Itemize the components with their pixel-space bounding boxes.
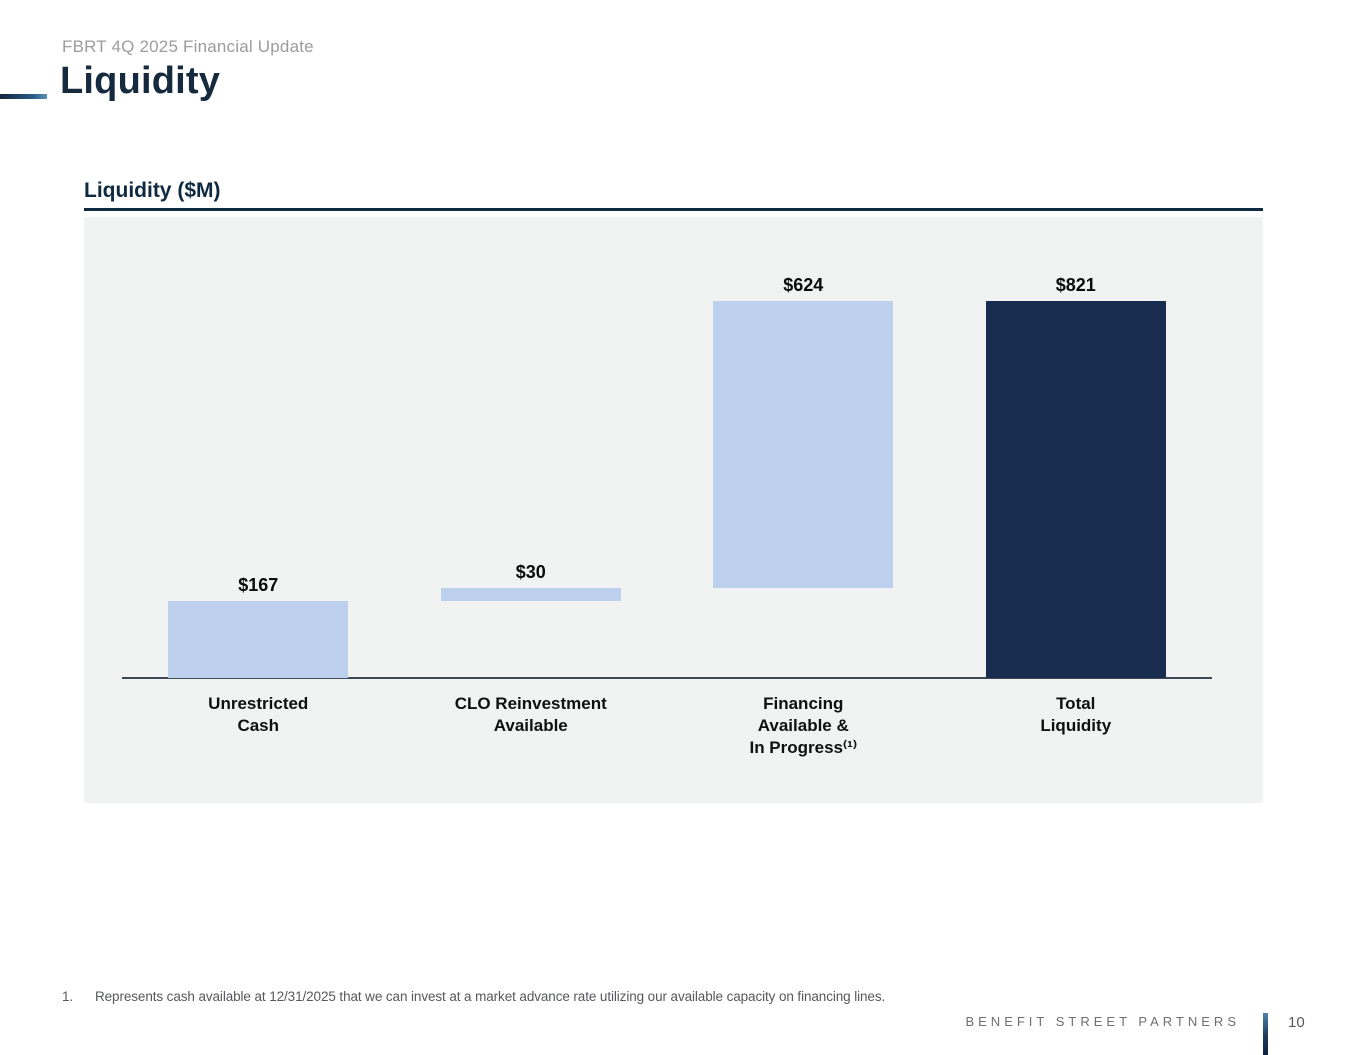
footer-divider-bar: [1263, 1013, 1268, 1055]
chart-title: Liquidity ($M): [84, 179, 221, 202]
brand-name: BENEFIT STREET PARTNERS: [965, 1014, 1240, 1029]
footnote-number: 1.: [62, 989, 74, 1004]
page-title: Liquidity: [60, 60, 221, 102]
bar-value-clo-reinvestment-available: $30: [515, 561, 546, 582]
title-accent-line: [0, 94, 47, 99]
x-axis-line: [122, 677, 1212, 679]
liquidity-waterfall-chart: $167 Unrestricted Cash $30 CLO Reinvestment A…: [84, 217, 1263, 803]
category-label-unrestricted-cash: Unrestricted Cash: [208, 694, 309, 735]
category-label-clo-reinvestment-available: CLO Reinvestment Available: [454, 694, 607, 735]
bar-value-financing-available-in-progress: $624: [783, 275, 824, 295]
bar-value-unrestricted-cash: $167: [238, 575, 279, 596]
bar-financing-available-in-progress: [713, 301, 894, 588]
bar-unrestricted-cash: [168, 601, 349, 678]
footnote-text: Represents cash available at 12/31/2025 …: [95, 989, 886, 1004]
bar-value-total-liquidity: $821: [1055, 275, 1096, 295]
bar-total-liquidity: [985, 301, 1166, 678]
bar-clo-reinvestment-available: [440, 587, 621, 602]
category-label-financing-available-in-progress: Financing Available & In Progress⁽¹⁾: [749, 694, 858, 757]
report-eyebrow: FBRT 4Q 2025 Financial Update: [62, 37, 314, 56]
chart-title-rule: [84, 208, 1263, 211]
category-label-total-liquidity: Total Liquidity: [1040, 694, 1112, 735]
page-number: 10: [1288, 1014, 1305, 1031]
